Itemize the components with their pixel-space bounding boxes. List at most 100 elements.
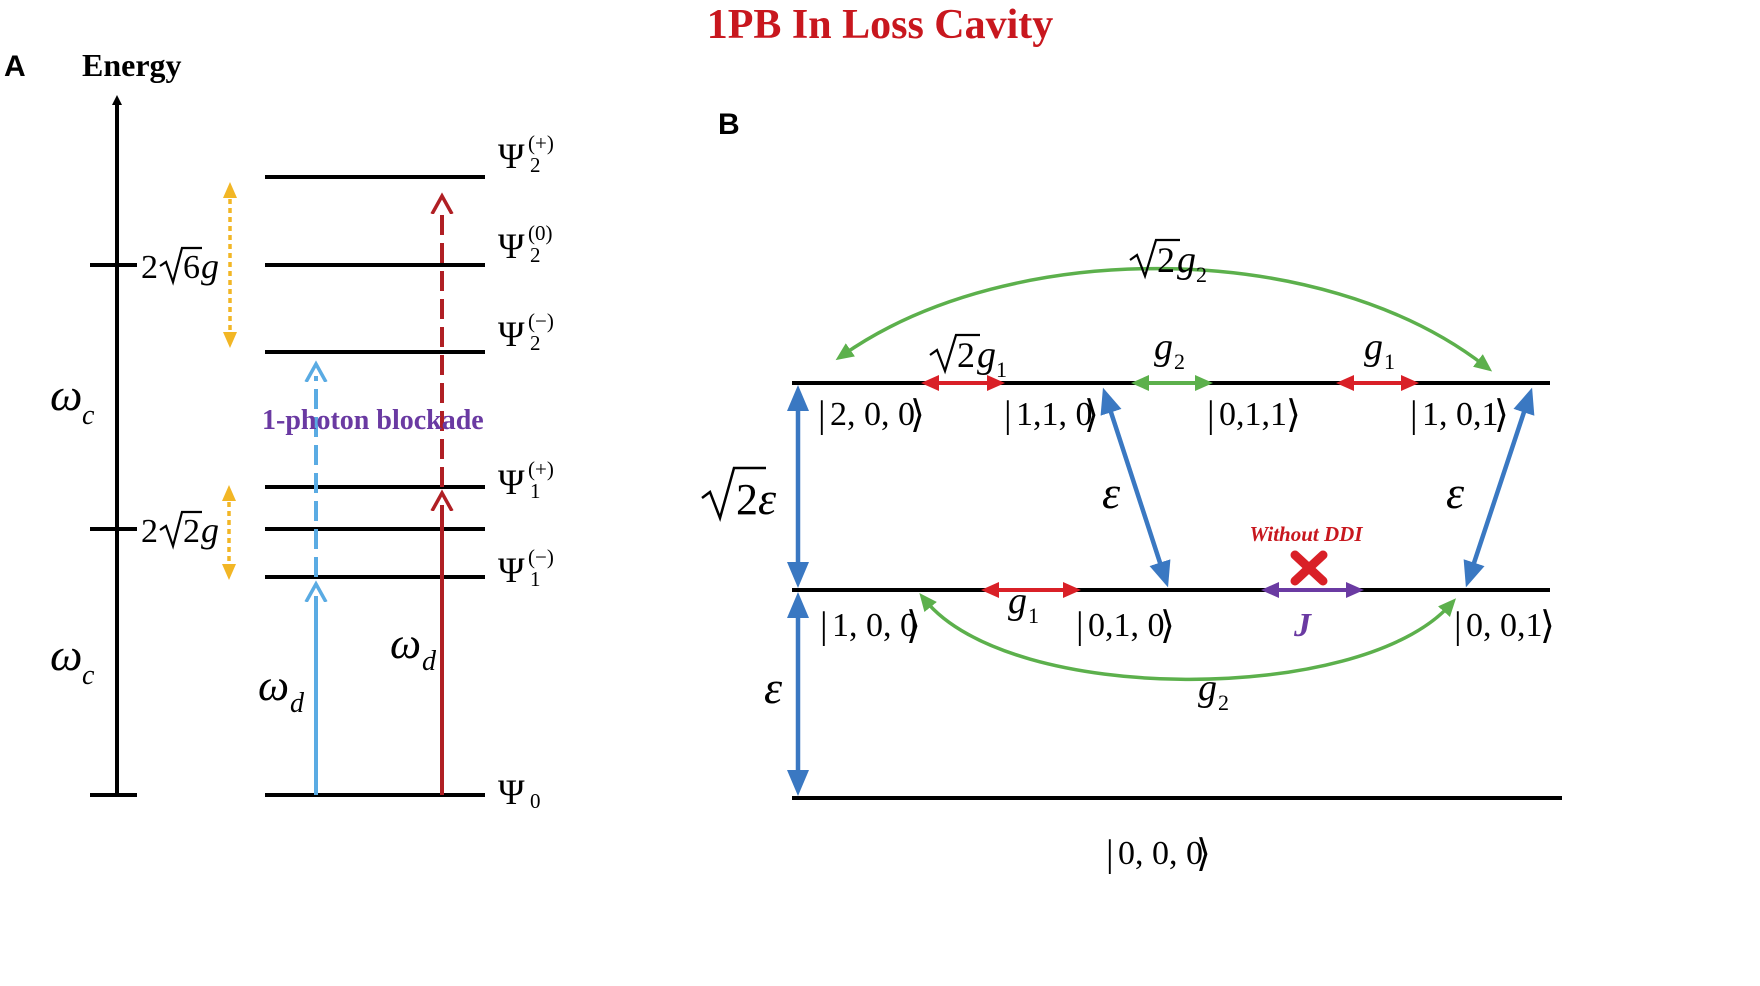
svg-text:g: g [1177, 239, 1196, 281]
svg-text:2: 2 [736, 475, 758, 524]
svg-text:⟩: ⟩ [1160, 605, 1175, 647]
svg-text:⟩: ⟩ [906, 605, 921, 647]
svg-text:6: 6 [183, 249, 200, 286]
ket-100: | 1, 0, 0 ⟩ [820, 605, 921, 647]
energy-axis-label: Energy [82, 47, 182, 83]
omega-c-lower-label: ω c [50, 629, 95, 691]
coupling-sqrt2-g2-arc [835, 266, 1493, 372]
psi2-plus-label: Ψ (+) 2 [498, 131, 554, 177]
svg-text:2: 2 [957, 335, 975, 375]
svg-text:Ψ: Ψ [498, 226, 525, 266]
svg-text:|: | [1410, 394, 1418, 436]
svg-text:g: g [201, 246, 219, 286]
svg-text:⟩: ⟩ [910, 394, 925, 436]
svg-text:⟩: ⟩ [1286, 394, 1301, 436]
svg-text:(−): (−) [528, 309, 554, 333]
svg-text:ω: ω [50, 369, 82, 420]
svg-text:(+): (+) [528, 131, 554, 155]
svg-text:g: g [1198, 667, 1217, 709]
eps-right-label: ε [1446, 467, 1465, 518]
svg-text:0,1, 0: 0,1, 0 [1088, 607, 1165, 644]
eps-center-label: ε [1102, 467, 1121, 518]
svg-text:Ψ: Ψ [498, 772, 525, 812]
omega-d-blue-label: ω d [258, 661, 305, 719]
svg-text:Ψ: Ψ [498, 136, 525, 176]
svg-text:(−): (−) [528, 545, 554, 569]
drive-arrow-diag-center [1100, 387, 1171, 588]
svg-text:1: 1 [530, 479, 541, 503]
psi1-plus-label: Ψ (+) 1 [498, 457, 554, 503]
svg-text:0,1,1: 0,1,1 [1219, 396, 1287, 433]
svg-text:|: | [1454, 605, 1462, 647]
ket-000: | 0, 0, 0 ⟩ [1106, 833, 1211, 875]
sqrt2-eps-label: 2 ε [701, 466, 777, 524]
blockade-label: 1-photon blockade [262, 405, 484, 436]
splitting-lower-label: 2 2 g [141, 510, 219, 550]
svg-text:2: 2 [530, 331, 541, 355]
splitting-upper-label: 2 6 g [141, 246, 219, 286]
svg-text:|: | [820, 605, 828, 647]
no-ddi-cross-icon [1290, 550, 1328, 586]
svg-text:g: g [1364, 326, 1383, 368]
svg-text:0, 0, 0: 0, 0, 0 [1118, 835, 1203, 872]
svg-text:⟩: ⟩ [1540, 605, 1555, 647]
psi2-zero-label: Ψ (0) 2 [498, 221, 553, 267]
svg-text:2, 0, 0: 2, 0, 0 [830, 396, 915, 433]
figure-title: 1PB In Loss Cavity [707, 2, 1054, 48]
svg-text:Ψ: Ψ [498, 550, 525, 590]
svg-text:ω: ω [258, 661, 289, 710]
svg-text:⟩: ⟩ [1084, 394, 1099, 436]
svg-text:g: g [1154, 326, 1173, 368]
psi1-minus-label: Ψ (−) 1 [498, 545, 554, 591]
svg-text:|: | [1004, 394, 1012, 436]
psi0-label: Ψ 0 [498, 772, 541, 813]
omega-c-upper-label: ω c [50, 369, 95, 431]
omega-d-red-label: ω d [390, 619, 437, 677]
panel-b-label: B [718, 108, 740, 141]
svg-text:2: 2 [141, 249, 158, 286]
panel-b: B 2 ε ε ε ε Without [701, 108, 1562, 875]
svg-text:1,1, 0: 1,1, 0 [1016, 396, 1093, 433]
svg-text:Ψ: Ψ [498, 314, 525, 354]
svg-text:d: d [290, 688, 305, 719]
ket-200: | 2, 0, 0 ⟩ [818, 394, 925, 436]
svg-text:2: 2 [1174, 349, 1185, 374]
eps-ground-label: ε [764, 662, 783, 713]
ket-001: | 0, 0,1 ⟩ [1454, 605, 1555, 647]
coupling-g2-mid-arc [919, 593, 1457, 682]
svg-text:2: 2 [530, 153, 541, 177]
sqrt2-g1-label: 2 g 1 [929, 333, 1007, 382]
panel-a-label: A [4, 50, 26, 83]
svg-text:|: | [1207, 394, 1215, 436]
svg-text:1: 1 [530, 567, 541, 591]
j-label: J [1293, 607, 1312, 644]
svg-text:2: 2 [530, 243, 541, 267]
svg-text:(+): (+) [528, 457, 554, 481]
svg-text:c: c [82, 400, 95, 431]
svg-text:2: 2 [183, 513, 200, 550]
ket-010: | 0,1, 0 ⟩ [1076, 605, 1175, 647]
without-ddi-label: Without DDI [1249, 522, 1363, 546]
svg-text:|: | [1076, 605, 1084, 647]
svg-text:g: g [1008, 580, 1027, 622]
panel-a: A Energy ω c ω c 2 6 g 2 2 g [4, 47, 554, 813]
svg-text:|: | [818, 394, 826, 436]
svg-text:(0): (0) [528, 221, 553, 245]
g2-bottom-label: g 2 [1198, 667, 1229, 715]
svg-text:⟩: ⟩ [1494, 394, 1509, 436]
svg-text:1: 1 [996, 357, 1007, 382]
svg-text:g: g [977, 334, 996, 376]
ket-011: | 0,1,1 ⟩ [1207, 394, 1301, 436]
svg-text:2: 2 [141, 513, 158, 550]
drive-arrow-diag-right [1463, 387, 1535, 588]
g1-mid-label: g 1 [1008, 580, 1039, 628]
svg-text:d: d [422, 646, 437, 677]
svg-text:1: 1 [1028, 603, 1039, 628]
svg-text:0, 0,1: 0, 0,1 [1466, 607, 1543, 644]
svg-text:|: | [1106, 833, 1114, 875]
svg-text:Ψ: Ψ [498, 462, 525, 502]
g2-top-label: g 2 [1154, 326, 1185, 374]
g1-top-label: g 1 [1364, 326, 1395, 374]
svg-text:g: g [201, 510, 219, 550]
ket-101: | 1, 0,1 ⟩ [1410, 394, 1509, 436]
